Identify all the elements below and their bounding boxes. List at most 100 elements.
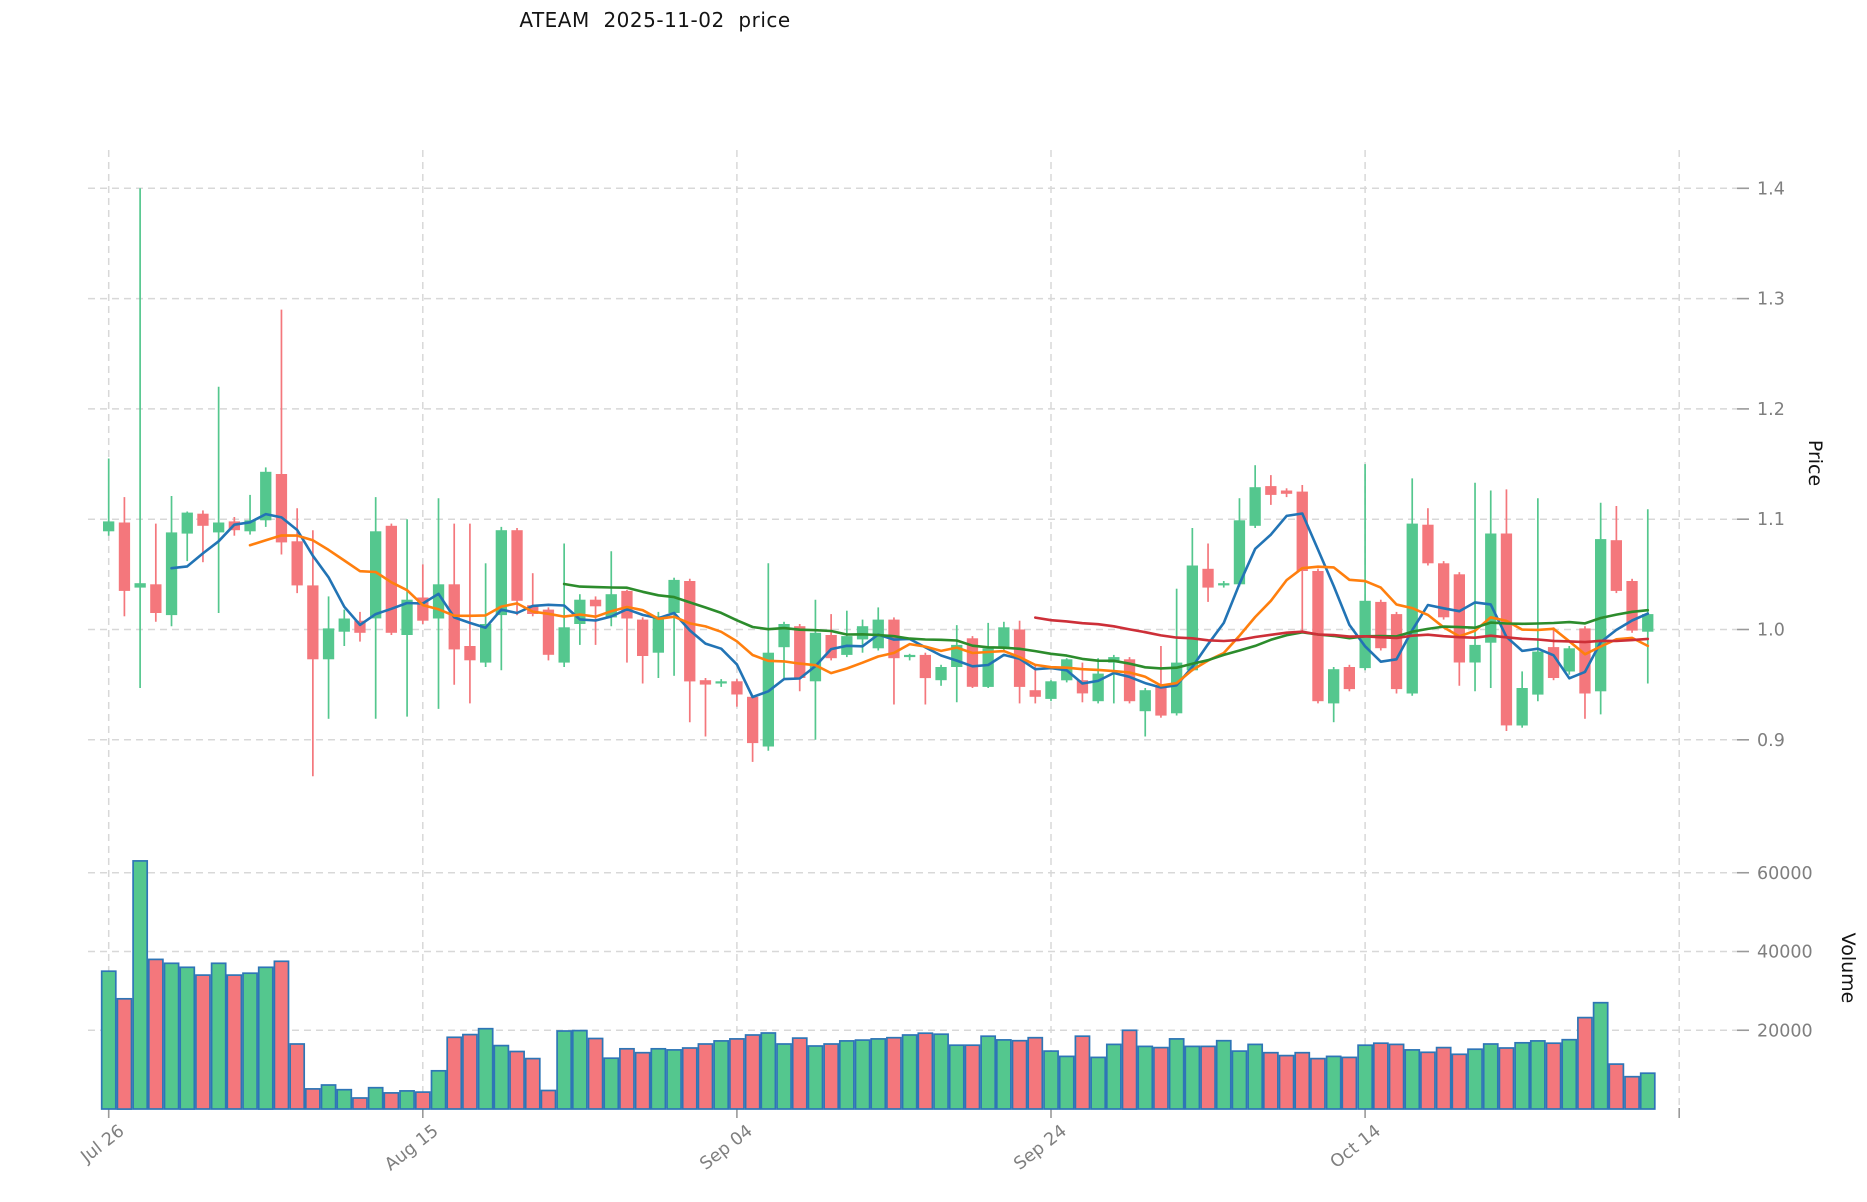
volume-bar bbox=[1310, 1057, 1326, 1110]
volume-bar bbox=[838, 1040, 855, 1110]
candle-body bbox=[432, 584, 445, 619]
volume-bar bbox=[1184, 1045, 1201, 1110]
candle-body bbox=[1375, 601, 1387, 649]
candle-body bbox=[1485, 533, 1497, 643]
candle-body bbox=[1626, 581, 1638, 631]
volume-bar bbox=[446, 1036, 463, 1110]
volume-bar bbox=[1294, 1051, 1311, 1110]
volume-bar bbox=[964, 1044, 981, 1110]
candle-body bbox=[778, 624, 790, 648]
candle-body bbox=[322, 628, 335, 660]
candle-body bbox=[1343, 667, 1355, 690]
volume-bar bbox=[713, 1040, 730, 1110]
volume-bar bbox=[1262, 1051, 1279, 1110]
candle-body bbox=[715, 681, 727, 684]
candle-body bbox=[1202, 568, 1214, 588]
candle-body bbox=[762, 652, 774, 747]
candle-body bbox=[574, 599, 586, 624]
volume-bar bbox=[509, 1050, 525, 1110]
candle-body bbox=[1296, 491, 1308, 571]
volume-bar bbox=[383, 1092, 400, 1110]
volume-bar bbox=[132, 860, 149, 1110]
volume-tick-label: 60000 bbox=[1757, 864, 1813, 884]
volume-bar bbox=[697, 1043, 714, 1110]
volume-bar bbox=[556, 1030, 573, 1110]
candle-body bbox=[1171, 662, 1183, 714]
volume-bar bbox=[807, 1045, 824, 1110]
candle-body bbox=[213, 522, 225, 533]
date-tick-label: Sep 24 bbox=[1010, 1121, 1070, 1174]
candle-body bbox=[307, 585, 319, 660]
candle-body bbox=[181, 512, 193, 534]
volume-bar bbox=[933, 1033, 949, 1110]
volume-bar bbox=[870, 1038, 887, 1110]
candle-body bbox=[809, 632, 822, 682]
candle-body bbox=[1123, 659, 1136, 702]
candle-body bbox=[589, 599, 602, 607]
volume-bar bbox=[854, 1039, 871, 1110]
volume-bar bbox=[414, 1091, 431, 1110]
volume-bar bbox=[1357, 1044, 1374, 1110]
candle-body bbox=[1092, 673, 1104, 702]
candle-body bbox=[480, 624, 492, 663]
candle-body bbox=[1500, 533, 1513, 726]
price-tick-label: 1.4 bbox=[1757, 179, 1785, 199]
candle-body bbox=[165, 532, 178, 616]
candle-body bbox=[998, 627, 1010, 649]
volume-bar bbox=[540, 1089, 557, 1110]
volume-bar bbox=[1639, 1072, 1656, 1110]
volume-bars bbox=[100, 860, 1656, 1110]
candle-body bbox=[935, 667, 947, 681]
volume-bar bbox=[1529, 1040, 1546, 1110]
candle-body bbox=[621, 590, 633, 619]
candle-body bbox=[275, 474, 288, 543]
volume-axis-label: Volume bbox=[1837, 933, 1859, 1004]
price-tick-label: 1.0 bbox=[1757, 621, 1785, 641]
candle-body bbox=[1186, 565, 1198, 671]
candle-body bbox=[1265, 486, 1277, 495]
volume-bar bbox=[242, 972, 258, 1110]
candle-body bbox=[1233, 520, 1246, 585]
date-tick-label-group: Sep 24 bbox=[1010, 1121, 1070, 1174]
volume-bar bbox=[948, 1044, 965, 1110]
volume-bar bbox=[226, 974, 243, 1110]
volume-bar bbox=[336, 1088, 353, 1110]
volume-bar bbox=[1074, 1035, 1091, 1110]
volume-bar bbox=[289, 1043, 306, 1110]
volume-tick-label: 20000 bbox=[1757, 1021, 1813, 1041]
volume-bar bbox=[367, 1086, 384, 1110]
volume-bar bbox=[1200, 1045, 1216, 1110]
volume-bar bbox=[524, 1057, 541, 1110]
candle-body bbox=[1390, 614, 1403, 690]
candle-body bbox=[1139, 690, 1151, 712]
candle-body bbox=[1547, 647, 1560, 678]
volume-bar bbox=[1498, 1047, 1515, 1110]
volume-bar bbox=[1608, 1063, 1625, 1110]
candle-body bbox=[652, 616, 664, 653]
candle-body bbox=[747, 696, 759, 744]
candle-body bbox=[1045, 681, 1057, 699]
volume-bar bbox=[430, 1069, 447, 1110]
volume-bar bbox=[823, 1043, 840, 1110]
volume-bar bbox=[1278, 1054, 1295, 1110]
candle-body bbox=[699, 680, 712, 685]
price-tick-label: 0.9 bbox=[1757, 731, 1785, 751]
candle-body bbox=[982, 648, 994, 687]
date-tick-label-group: Jul 26 bbox=[77, 1121, 129, 1168]
candle-body bbox=[495, 530, 507, 616]
candle-body bbox=[118, 522, 131, 591]
candle-body bbox=[1029, 690, 1041, 697]
candle-body bbox=[1280, 490, 1293, 494]
volume-bar bbox=[147, 958, 164, 1110]
candle-body bbox=[1469, 644, 1481, 663]
candle-body bbox=[794, 626, 806, 678]
candle-body bbox=[417, 597, 429, 621]
volume-bar bbox=[587, 1037, 604, 1110]
date-tick-label: Oct 14 bbox=[1327, 1121, 1385, 1173]
volume-bar bbox=[886, 1036, 902, 1110]
candle-body bbox=[1328, 669, 1340, 704]
candle-body bbox=[637, 619, 649, 656]
candle-body bbox=[338, 618, 350, 632]
date-tick-label-group: Aug 15 bbox=[381, 1121, 442, 1175]
